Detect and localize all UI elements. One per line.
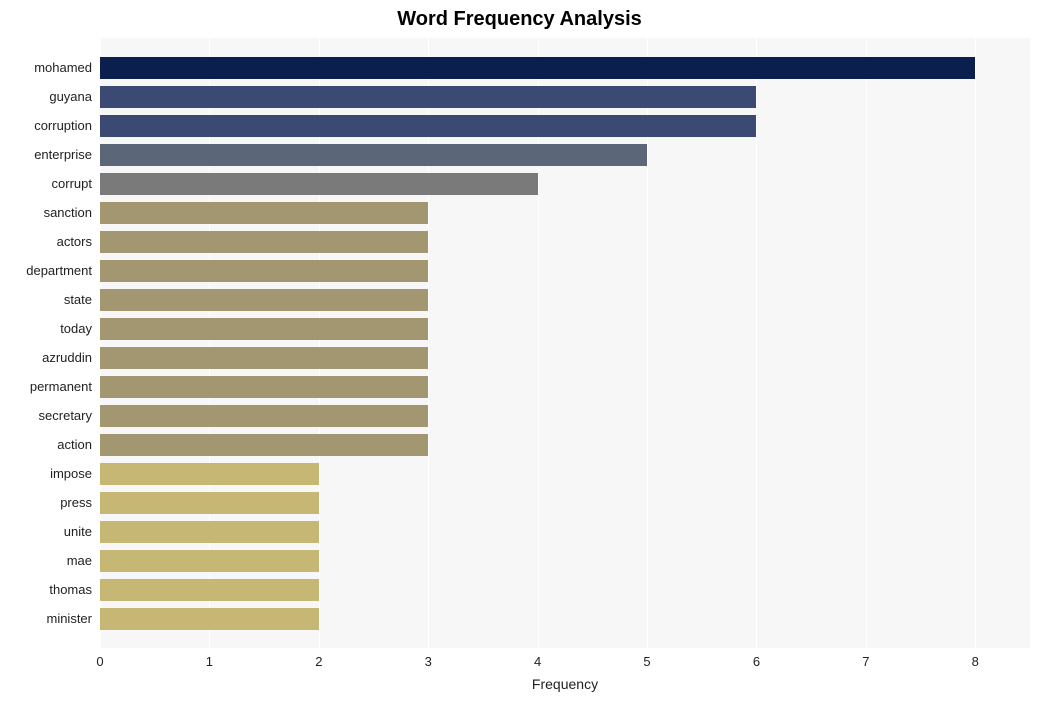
bar [100, 144, 647, 166]
bar [100, 463, 319, 485]
y-tick-label: unite [0, 524, 92, 539]
x-tick-label: 6 [753, 654, 760, 669]
y-tick-label: permanent [0, 379, 92, 394]
gridline [975, 38, 976, 648]
gridline [756, 38, 757, 648]
bar [100, 260, 428, 282]
y-tick-label: azruddin [0, 350, 92, 365]
y-tick-label: action [0, 437, 92, 452]
bar [100, 347, 428, 369]
y-tick-label: corrupt [0, 176, 92, 191]
plot-area [100, 38, 1030, 648]
chart-title: Word Frequency Analysis [0, 8, 1039, 31]
x-tick-label: 7 [862, 654, 869, 669]
y-tick-label: enterprise [0, 147, 92, 162]
bar [100, 57, 975, 79]
y-tick-label: guyana [0, 89, 92, 104]
x-tick-label: 8 [972, 654, 979, 669]
y-tick-label: secretary [0, 408, 92, 423]
bar [100, 231, 428, 253]
x-tick-label: 4 [534, 654, 541, 669]
y-tick-label: department [0, 263, 92, 278]
y-tick-label: thomas [0, 582, 92, 597]
bar [100, 521, 319, 543]
bar [100, 115, 756, 137]
bar [100, 434, 428, 456]
bar [100, 86, 756, 108]
bar [100, 173, 538, 195]
x-axis-label: Frequency [100, 676, 1030, 692]
bar [100, 289, 428, 311]
x-tick-label: 0 [96, 654, 103, 669]
bar [100, 376, 428, 398]
x-tick-label: 2 [315, 654, 322, 669]
bar [100, 579, 319, 601]
bar [100, 550, 319, 572]
x-tick-label: 3 [425, 654, 432, 669]
bar [100, 492, 319, 514]
x-tick-label: 5 [643, 654, 650, 669]
y-tick-label: corruption [0, 118, 92, 133]
y-tick-label: actors [0, 234, 92, 249]
bar [100, 405, 428, 427]
y-tick-label: state [0, 292, 92, 307]
y-tick-label: today [0, 321, 92, 336]
y-tick-label: mohamed [0, 60, 92, 75]
x-tick-label: 1 [206, 654, 213, 669]
chart-container: Word Frequency Analysis Frequency 0 1 2 3 4 5… [0, 0, 1039, 701]
y-tick-label: impose [0, 466, 92, 481]
bar [100, 318, 428, 340]
bar [100, 202, 428, 224]
y-tick-label: sanction [0, 205, 92, 220]
y-tick-label: minister [0, 611, 92, 626]
y-tick-label: press [0, 495, 92, 510]
y-tick-label: mae [0, 553, 92, 568]
gridline [866, 38, 867, 648]
bar [100, 608, 319, 630]
